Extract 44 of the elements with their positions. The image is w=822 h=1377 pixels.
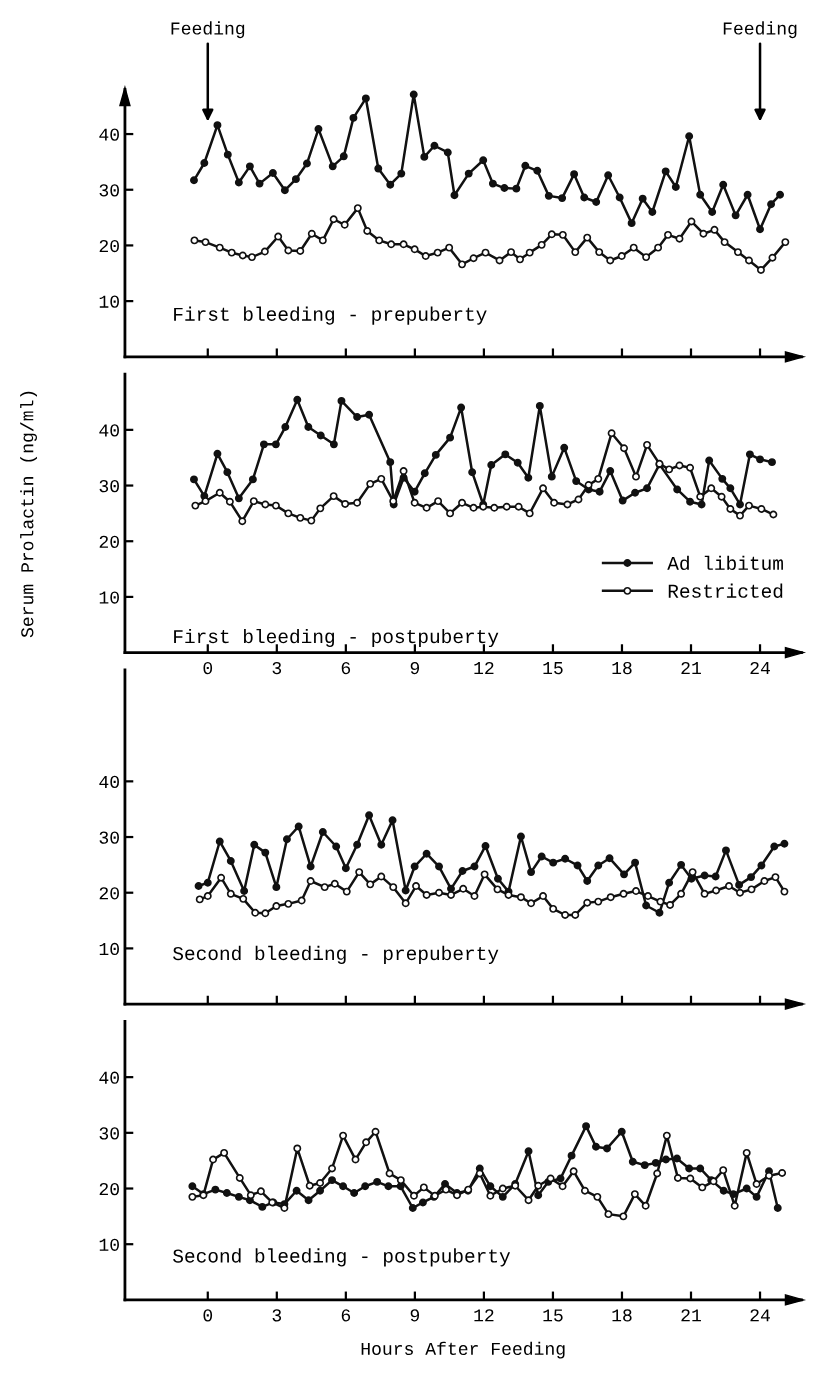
y-tick-label: 20 (99, 1182, 119, 1196)
text: Second bleeding - prepuberty (173, 945, 499, 964)
y-tick-label: 30 (99, 831, 119, 844)
text: Second bleeding - postpuberty (173, 1248, 511, 1267)
text: First bleeding - prepuberty (174, 306, 487, 325)
x-tick-label: 15 (543, 1309, 563, 1322)
x-tick-label: 0 (203, 1309, 213, 1322)
x-tick-label: 9 (410, 661, 420, 675)
text: Feeding (171, 21, 245, 39)
y-tick-label: 40 (99, 775, 119, 789)
x-tick-label: 3 (272, 661, 282, 675)
y-tick-label: 30 (99, 184, 119, 197)
x-axis-title: Hours After Feeding (361, 1341, 565, 1359)
y-tick-label: 30 (99, 480, 119, 493)
y-tick-label: 40 (99, 128, 119, 141)
y-tick-label: 10 (99, 591, 119, 604)
legend-label: Restricted (668, 583, 783, 598)
y-tick-label: 40 (99, 424, 119, 437)
text: Feeding (723, 21, 797, 39)
x-tick-label: 15 (543, 662, 563, 675)
x-tick-label: 6 (341, 1309, 351, 1322)
x-tick-label: 12 (474, 1309, 494, 1322)
x-tick-label: 21 (681, 661, 701, 675)
x-tick-label: 3 (272, 1309, 282, 1322)
x-tick-label: 12 (474, 661, 494, 675)
x-tick-label: 18 (612, 661, 632, 675)
y-tick-label: 30 (99, 1127, 119, 1140)
y-tick-label: 10 (99, 1238, 119, 1251)
y-tick-label: 20 (99, 239, 119, 253)
x-tick-label: 18 (612, 1309, 632, 1322)
x-tick-label: 24 (750, 661, 770, 675)
y-tick-label: 20 (99, 887, 119, 900)
x-tick-label: 0 (203, 661, 213, 675)
y-axis-title: Serum Prolactin (ng/ml) (20, 391, 37, 638)
y-tick-label: 10 (99, 295, 119, 308)
y-tick-label: 40 (99, 1071, 119, 1084)
y-tick-label: 20 (99, 535, 119, 548)
x-tick-label: 21 (681, 1309, 701, 1322)
x-tick-label: 9 (410, 1309, 420, 1322)
x-tick-label: 24 (750, 1309, 770, 1322)
y-tick-label: 10 (99, 942, 119, 956)
legend-label: Ad libitum (667, 555, 783, 571)
x-tick-label: 6 (341, 661, 351, 675)
text: First bleeding - postpuberty (174, 628, 499, 648)
